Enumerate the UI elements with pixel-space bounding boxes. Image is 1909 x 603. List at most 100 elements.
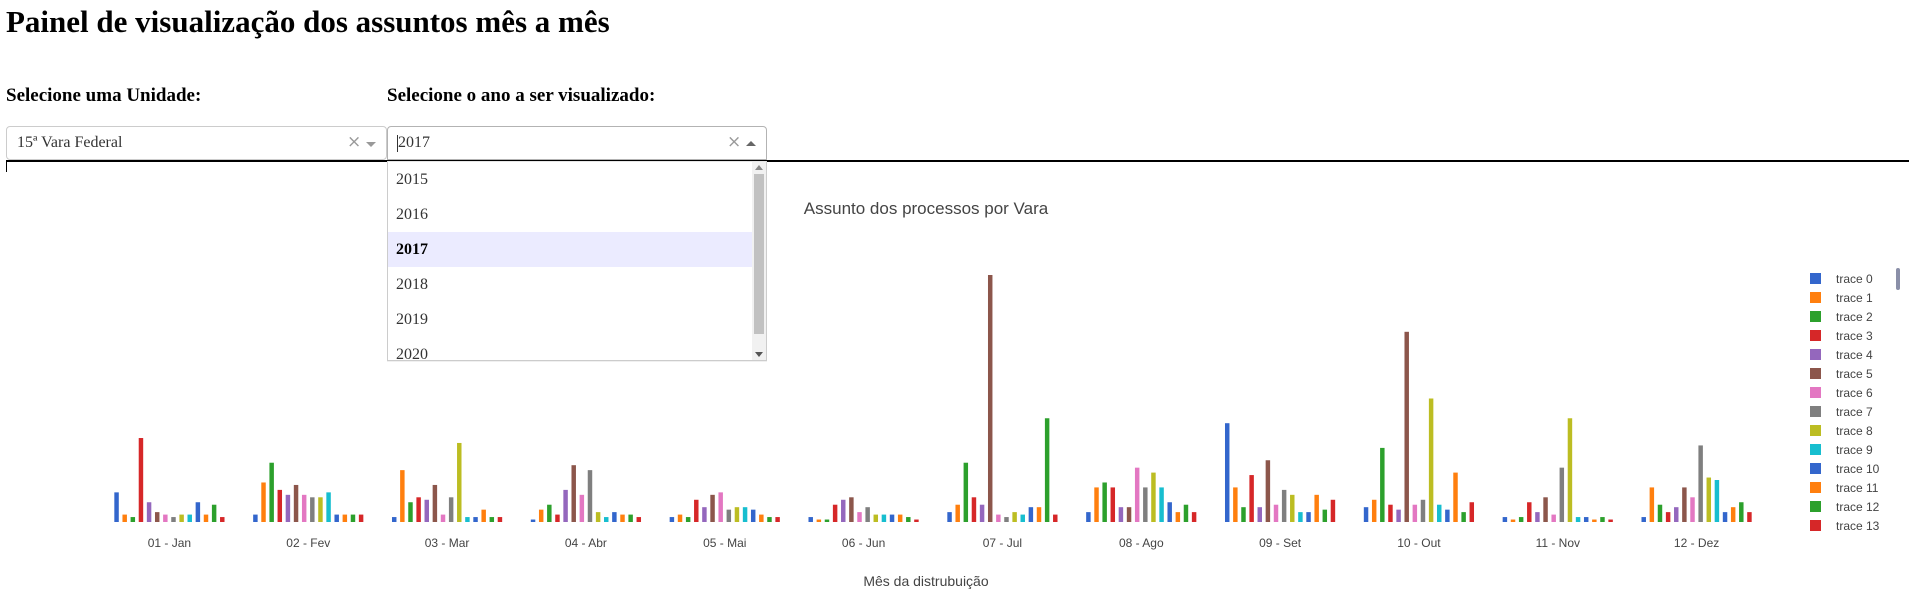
bar-trace-8-0[interactable]: [179, 514, 184, 522]
bar-trace-11-8[interactable]: [1314, 494, 1319, 522]
bar-trace-8-2[interactable]: [457, 442, 462, 522]
bar-trace-12-6[interactable]: [1044, 418, 1050, 522]
bar-trace-7-2[interactable]: [448, 497, 454, 522]
bar-trace-13-3[interactable]: [636, 517, 642, 522]
bar-trace-9-8[interactable]: [1298, 512, 1303, 522]
legend-item[interactable]: trace 1: [1810, 291, 1873, 305]
scroll-down-icon[interactable]: [755, 352, 763, 357]
bar-trace-1-9[interactable]: [1371, 499, 1377, 522]
bar-trace-0-5[interactable]: [808, 517, 813, 522]
bar-trace-7-5[interactable]: [865, 507, 870, 522]
bar-trace-9-0[interactable]: [187, 514, 192, 522]
bar-trace-2-4[interactable]: [685, 517, 691, 522]
bar-trace-8-9[interactable]: [1428, 398, 1434, 523]
bar-trace-6-5[interactable]: [857, 512, 862, 522]
bar-trace-1-8[interactable]: [1233, 487, 1238, 522]
bar-trace-5-0[interactable]: [154, 512, 160, 522]
bar-trace-3-10[interactable]: [1527, 502, 1532, 522]
bar-trace-7-0[interactable]: [171, 517, 176, 522]
bar-trace-4-8[interactable]: [1257, 507, 1262, 522]
bar-trace-2-3[interactable]: [547, 504, 552, 522]
bar-trace-3-6[interactable]: [971, 497, 977, 522]
bar-trace-1-6[interactable]: [955, 504, 960, 522]
bar-trace-11-10[interactable]: [1592, 519, 1597, 522]
bar-trace-11-4[interactable]: [759, 514, 764, 522]
bar-trace-2-6[interactable]: [963, 462, 969, 522]
dropdown-scrollbar[interactable]: [752, 162, 766, 360]
bar-trace-8-3[interactable]: [595, 512, 601, 522]
year-select[interactable]: 2017 ×: [387, 126, 767, 160]
bar-trace-2-8[interactable]: [1241, 507, 1246, 522]
bar-trace-0-8[interactable]: [1224, 423, 1230, 522]
bar-trace-0-0[interactable]: [114, 492, 119, 522]
bar-trace-5-8[interactable]: [1265, 460, 1271, 522]
bar-trace-11-6[interactable]: [1036, 507, 1042, 522]
bar-trace-11-2[interactable]: [481, 509, 486, 522]
bar-trace-0-3[interactable]: [530, 519, 536, 522]
bar-trace-2-5[interactable]: [824, 519, 830, 522]
bar-trace-13-0[interactable]: [220, 517, 225, 522]
bar-trace-4-6[interactable]: [979, 504, 985, 522]
bar-trace-3-4[interactable]: [694, 499, 699, 522]
bar-trace-8-7[interactable]: [1151, 472, 1156, 522]
bar-trace-10-5[interactable]: [889, 514, 895, 522]
legend-item[interactable]: trace 10: [1810, 462, 1880, 476]
bar-trace-9-7[interactable]: [1159, 487, 1164, 522]
bar-trace-6-10[interactable]: [1551, 514, 1556, 522]
bar-trace-12-11[interactable]: [1739, 502, 1744, 522]
year-option-2016[interactable]: 2016: [396, 206, 428, 223]
bar-trace-10-2[interactable]: [473, 517, 478, 522]
bar-trace-6-8[interactable]: [1273, 504, 1279, 522]
year-option-2020[interactable]: 2020: [396, 346, 428, 361]
bar-trace-10-3[interactable]: [612, 512, 617, 522]
bar-trace-9-5[interactable]: [881, 514, 887, 522]
bar-trace-1-11[interactable]: [1649, 487, 1655, 522]
bar-trace-0-4[interactable]: [669, 517, 675, 522]
legend-item[interactable]: trace 0: [1810, 272, 1873, 286]
bar-trace-2-2[interactable]: [408, 502, 413, 522]
bar-trace-7-8[interactable]: [1281, 489, 1287, 522]
bar-trace-2-9[interactable]: [1380, 447, 1385, 522]
bar-trace-11-11[interactable]: [1730, 507, 1736, 522]
bar-trace-9-3[interactable]: [604, 517, 609, 522]
bar-trace-3-0[interactable]: [138, 438, 144, 522]
legend-scrollbar[interactable]: [1896, 268, 1900, 290]
bar-trace-12-2[interactable]: [489, 517, 495, 522]
legend-item[interactable]: trace 13: [1810, 519, 1880, 533]
bar-trace-10-9[interactable]: [1445, 509, 1450, 522]
bar-trace-11-1[interactable]: [342, 514, 348, 522]
bar-trace-8-4[interactable]: [734, 507, 740, 522]
bar-trace-10-1[interactable]: [334, 514, 339, 522]
bar-trace-7-6[interactable]: [1004, 517, 1009, 522]
legend-item[interactable]: trace 9: [1810, 443, 1873, 457]
bar-trace-0-9[interactable]: [1363, 507, 1369, 522]
bar-trace-12-4[interactable]: [767, 517, 772, 522]
clear-year-icon[interactable]: ×: [727, 132, 742, 152]
legend-item[interactable]: trace 5: [1810, 367, 1873, 381]
bar-trace-12-10[interactable]: [1600, 517, 1605, 522]
bar-trace-10-8[interactable]: [1306, 512, 1311, 522]
bar-trace-9-9[interactable]: [1437, 504, 1442, 522]
bar-trace-10-6[interactable]: [1028, 507, 1034, 522]
bar-trace-1-2[interactable]: [400, 470, 405, 522]
bar-trace-2-1[interactable]: [269, 462, 274, 522]
bar-trace-13-6[interactable]: [1053, 514, 1058, 522]
bar-trace-5-9[interactable]: [1404, 331, 1409, 522]
bar-trace-6-3[interactable]: [579, 494, 585, 522]
bar-trace-2-10[interactable]: [1518, 517, 1524, 522]
bar-trace-6-0[interactable]: [163, 514, 168, 522]
chevron-up-icon[interactable]: [746, 141, 756, 146]
bar-trace-5-4[interactable]: [710, 494, 715, 522]
bar-trace-11-5[interactable]: [897, 514, 903, 522]
bar-trace-12-1[interactable]: [350, 514, 356, 522]
bar-trace-4-11[interactable]: [1674, 507, 1679, 522]
legend-item[interactable]: trace 8: [1810, 424, 1873, 438]
bar-trace-10-4[interactable]: [750, 509, 756, 522]
bar-trace-5-7[interactable]: [1126, 507, 1132, 522]
bar-trace-11-3[interactable]: [620, 514, 625, 522]
legend-item[interactable]: trace 4: [1810, 348, 1873, 362]
bar-trace-12-0[interactable]: [211, 504, 217, 522]
bar-trace-5-10[interactable]: [1543, 497, 1548, 522]
legend-item[interactable]: trace 3: [1810, 329, 1873, 343]
bar-trace-7-10[interactable]: [1559, 467, 1565, 522]
